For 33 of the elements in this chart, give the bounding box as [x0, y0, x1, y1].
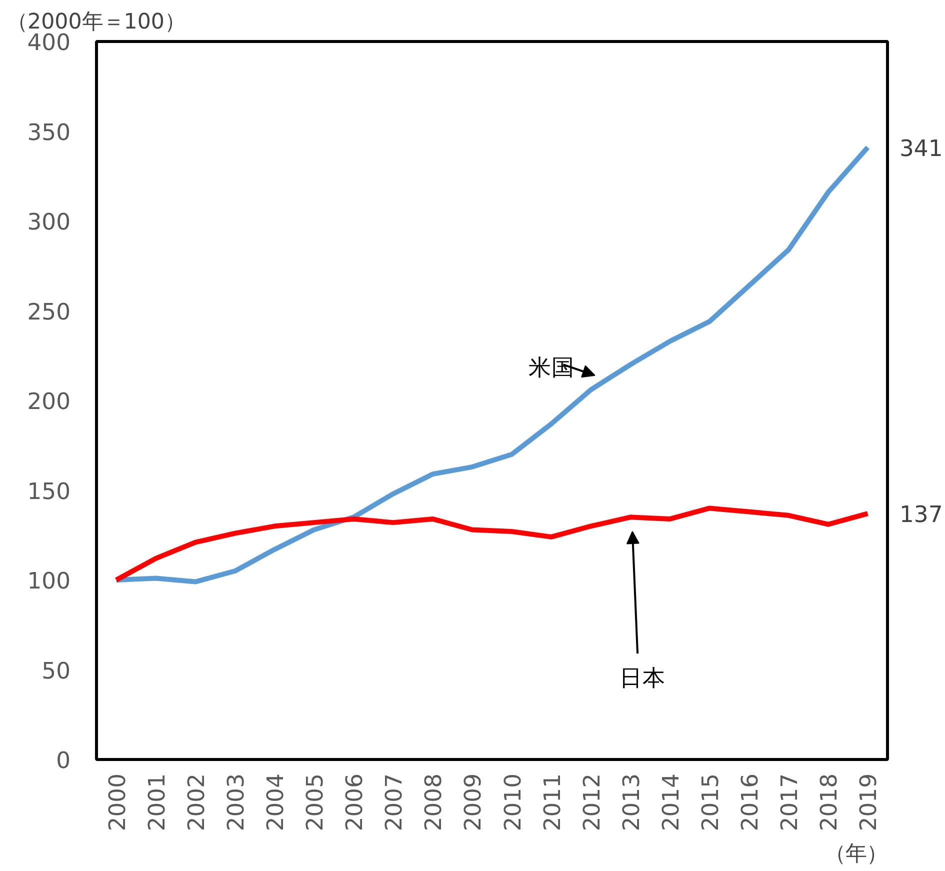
x-tick-label: 2007: [382, 773, 408, 832]
y-tick-label: 150: [27, 478, 71, 505]
x-tick-label: 2010: [500, 773, 526, 832]
x-tick-label: 2000: [104, 773, 131, 832]
x-tick-label: 2014: [658, 773, 684, 832]
x-tick-label: 2009: [460, 773, 487, 832]
x-tick-label: 2016: [738, 773, 764, 832]
x-tick-label: 2005: [302, 773, 329, 832]
x-tick-label: 2013: [618, 773, 645, 832]
x-tick-label: 2018: [816, 773, 843, 832]
x-tick-label: 2001: [144, 773, 170, 832]
x-tick-label: 2015: [698, 773, 724, 832]
y-tick-label: 200: [27, 389, 71, 415]
data-label: 137: [900, 502, 943, 528]
x-tick-label: 2008: [421, 773, 448, 832]
series-label: 米国: [528, 355, 574, 382]
x-tick-label: 2017: [777, 773, 804, 832]
y-tick-label: 350: [27, 120, 71, 146]
y-tick-label: 250: [27, 299, 71, 326]
x-axis-title: （年）: [824, 842, 888, 866]
y-tick-label: 300: [27, 210, 71, 236]
y-tick-label: 100: [27, 568, 71, 594]
x-tick-label: 2011: [540, 773, 566, 832]
data-label: 341: [900, 136, 943, 162]
y-tick-label: 0: [56, 748, 71, 774]
x-tick-label: 2006: [342, 773, 368, 832]
x-tick-label: 2019: [856, 773, 882, 832]
x-tick-label: 2004: [262, 773, 289, 832]
text: 日本: [619, 666, 666, 692]
x-tick-label: 2002: [184, 773, 210, 832]
y-tick-label: 50: [42, 658, 71, 684]
x-tick-label: 2003: [223, 773, 250, 832]
x-tick-label: 2012: [579, 773, 606, 832]
